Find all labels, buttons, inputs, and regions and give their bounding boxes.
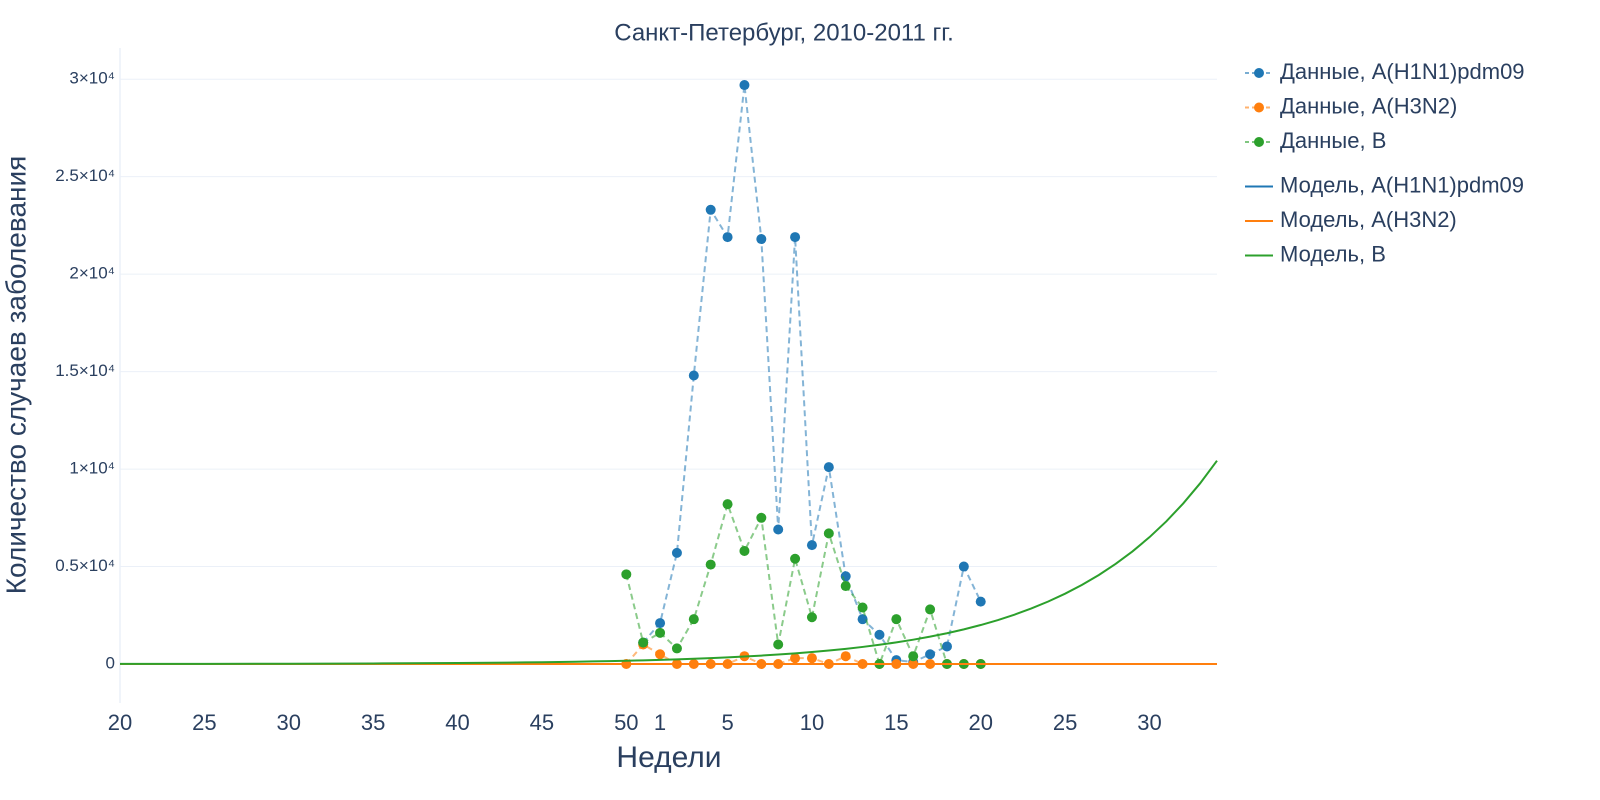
x-tick-label: 25 xyxy=(1053,710,1077,735)
x-tick-label: 10 xyxy=(800,710,824,735)
data-point xyxy=(941,641,952,652)
data-point xyxy=(857,614,868,625)
data-point xyxy=(655,627,666,638)
legend-label: Данные, A(H3N2) xyxy=(1280,93,1457,118)
y-tick-label: 1×10⁴ xyxy=(69,459,115,478)
legend-label: Модель, B xyxy=(1280,241,1386,266)
data-point xyxy=(840,651,851,662)
y-axis-label: Количество случаев заболевания xyxy=(0,156,31,595)
legend-label: Модель, A(H3N2) xyxy=(1280,207,1457,232)
data-point xyxy=(908,651,919,662)
data-point xyxy=(688,370,699,381)
chart-title: Санкт-Петербург, 2010-2011 гг. xyxy=(614,19,954,46)
data-point xyxy=(806,612,817,623)
data-point xyxy=(756,512,767,523)
data-point xyxy=(705,204,716,215)
x-tick-label: 45 xyxy=(530,710,554,735)
data-point xyxy=(806,540,817,551)
data-point xyxy=(790,553,801,564)
legend-marker xyxy=(1254,68,1264,78)
data-point xyxy=(671,643,682,654)
x-tick-label: 20 xyxy=(968,710,992,735)
x-axis-label: Недели xyxy=(616,741,721,774)
legend-marker xyxy=(1254,137,1264,147)
y-tick-label: 2×10⁴ xyxy=(69,264,115,283)
data-point xyxy=(773,524,784,535)
data-point xyxy=(688,614,699,625)
data-point xyxy=(638,637,649,648)
x-tick-label: 1 xyxy=(654,710,666,735)
data-point xyxy=(722,499,733,510)
x-tick-label: 50 xyxy=(614,710,638,735)
legend-label: Модель, A(H1N1)pdm09 xyxy=(1280,172,1524,197)
x-tick-label: 25 xyxy=(192,710,216,735)
x-tick-label: 30 xyxy=(1137,710,1161,735)
data-point xyxy=(925,649,936,660)
data-point xyxy=(739,80,750,91)
y-tick-label: 3×10⁴ xyxy=(69,69,115,88)
y-tick-label: 1.5×10⁴ xyxy=(55,361,115,380)
data-point xyxy=(840,571,851,582)
data-point xyxy=(823,462,834,473)
data-point xyxy=(671,547,682,558)
x-tick-label: 30 xyxy=(277,710,301,735)
data-point xyxy=(773,639,784,650)
x-tick-label: 5 xyxy=(721,710,733,735)
data-point xyxy=(790,232,801,243)
data-point xyxy=(806,653,817,664)
data-point xyxy=(655,649,666,660)
data-point xyxy=(722,232,733,243)
x-tick-label: 35 xyxy=(361,710,385,735)
x-tick-label: 40 xyxy=(445,710,469,735)
data-point xyxy=(655,618,666,629)
y-tick-label: 0.5×10⁴ xyxy=(55,556,115,575)
x-tick-label: 20 xyxy=(108,710,132,735)
data-point xyxy=(958,561,969,572)
legend-label: Данные, B xyxy=(1280,128,1386,153)
data-point xyxy=(739,545,750,556)
data-point xyxy=(975,596,986,607)
data-point xyxy=(823,528,834,539)
data-point xyxy=(705,559,716,570)
data-point xyxy=(790,653,801,664)
y-tick-label: 0 xyxy=(106,653,115,672)
x-tick-label: 15 xyxy=(884,710,908,735)
data-point xyxy=(621,569,632,580)
data-point xyxy=(756,234,767,245)
data-point xyxy=(857,602,868,613)
legend-marker xyxy=(1254,102,1264,113)
legend-label: Данные, A(H1N1)pdm09 xyxy=(1280,59,1525,84)
model-line xyxy=(119,460,1218,665)
data-point xyxy=(874,629,885,640)
data-point xyxy=(840,581,851,592)
y-tick-label: 2.5×10⁴ xyxy=(55,166,115,185)
data-point xyxy=(925,604,936,615)
data-point xyxy=(891,614,902,625)
